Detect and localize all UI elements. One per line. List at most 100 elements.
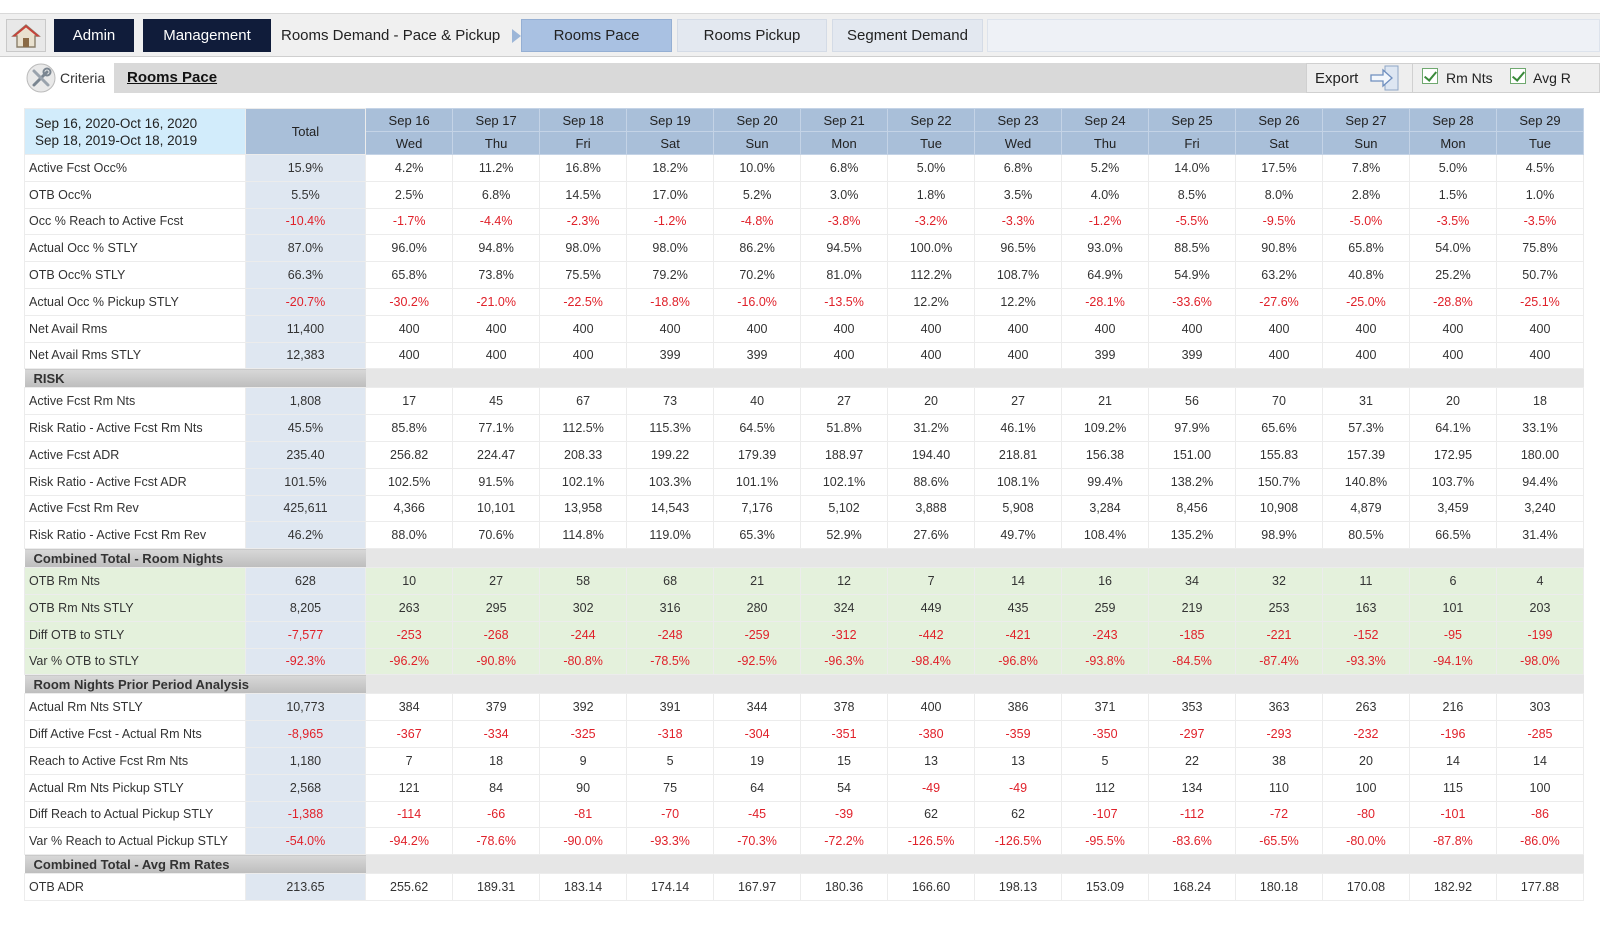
cell-value: 100: [1495, 773, 1585, 802]
admin-menu[interactable]: Admin: [54, 19, 134, 52]
row-label: Active Fcst ADR: [24, 440, 246, 469]
cell-value: -4.4%: [452, 207, 541, 236]
cell-value: -1.2%: [1061, 207, 1150, 236]
cell-value: 400: [365, 341, 454, 370]
section-header: Combined Total - Room Nights: [24, 548, 1584, 568]
row-total: 1,180: [244, 746, 367, 775]
cell-value: -9.5%: [1235, 207, 1323, 236]
cell-value: 49.7%: [974, 521, 1063, 550]
tab-rooms-pickup[interactable]: Rooms Pickup: [677, 19, 827, 52]
cell-value: 5.2%: [713, 180, 802, 209]
day-of-week-header: Thu: [452, 131, 541, 155]
cell-value: 203: [1495, 593, 1585, 622]
cell-value: 65.3%: [713, 521, 802, 550]
cell-value: -248: [626, 620, 715, 649]
cell-value: 324: [800, 593, 889, 622]
cell-value: 33.1%: [1495, 414, 1585, 442]
row-label: OTB Rm Nts STLY: [24, 593, 246, 622]
cell-value: 1.5%: [1408, 180, 1497, 209]
cell-value: -334: [452, 720, 541, 748]
cell-value: 11: [1321, 567, 1410, 595]
cell-value: 199.22: [626, 440, 715, 469]
cell-value: 57.3%: [1321, 414, 1410, 442]
cell-value: 4,879: [1321, 494, 1410, 523]
home-button[interactable]: [6, 19, 46, 52]
cell-value: 3,240: [1495, 494, 1585, 523]
cell-value: 1.8%: [887, 180, 976, 209]
row-label: Actual Occ % STLY: [24, 234, 246, 263]
cell-value: 108.4%: [1061, 521, 1150, 550]
cell-value: -185: [1148, 620, 1236, 649]
table-row: Risk Ratio - Active Fcst Rm Rev 46.2% 88.0…: [24, 521, 1585, 550]
cell-value: 198.13: [974, 873, 1063, 901]
tab-rooms-pace[interactable]: Rooms Pace: [521, 19, 672, 52]
cell-value: 10,908: [1235, 494, 1323, 523]
cell-value: 1.0%: [1495, 180, 1585, 209]
cell-value: 399: [713, 341, 802, 370]
cell-value: 25.2%: [1408, 261, 1497, 289]
cell-value: 68: [626, 567, 715, 595]
cell-value: -16.0%: [713, 287, 802, 316]
cell-value: 7,176: [713, 494, 802, 523]
cell-value: 22: [1148, 746, 1236, 775]
export-icon[interactable]: [1368, 62, 1400, 94]
date-header: Sep 27: [1321, 108, 1410, 132]
row-total: 235.40: [244, 440, 367, 469]
tab-segment-demand[interactable]: Segment Demand: [832, 19, 983, 52]
row-total: 10,773: [244, 693, 367, 722]
cell-value: 101.1%: [713, 467, 802, 496]
cell-value: 3,888: [887, 494, 976, 523]
cell-value: 391: [626, 693, 715, 722]
cell-value: 65.8%: [365, 261, 454, 289]
cell-value: 54.9%: [1148, 261, 1236, 289]
cell-value: -80.0%: [1321, 827, 1410, 856]
section-header: Combined Total - Avg Rm Rates: [24, 854, 1584, 874]
rm-nts-checkbox[interactable]: [1422, 68, 1438, 84]
criteria-tools-icon[interactable]: [26, 63, 56, 93]
cell-value: 27: [800, 387, 889, 416]
row-total: 1,808: [244, 387, 367, 416]
criteria-label[interactable]: Criteria: [60, 70, 106, 86]
cell-value: 18.2%: [626, 154, 715, 182]
cell-value: -86.0%: [1495, 827, 1585, 856]
nav-fill: [987, 19, 1600, 52]
cell-value: -318: [626, 720, 715, 748]
cell-value: 14.5%: [539, 180, 628, 209]
date-header: Sep 29: [1495, 108, 1585, 132]
cell-value: -3.8%: [800, 207, 889, 236]
cell-value: 5,102: [800, 494, 889, 523]
cell-value: 64.5%: [713, 414, 802, 442]
cell-value: 400: [1495, 341, 1585, 370]
cell-value: 58: [539, 567, 628, 595]
row-label: Occ % Reach to Active Fcst: [24, 207, 246, 236]
cell-value: -3.3%: [974, 207, 1063, 236]
cell-value: 303: [1495, 693, 1585, 722]
export-label[interactable]: Export: [1315, 70, 1359, 87]
management-menu[interactable]: Management: [143, 19, 271, 52]
avg-rate-checkbox[interactable]: [1510, 68, 1526, 84]
row-total: 45.5%: [244, 414, 367, 442]
cell-value: -66: [452, 800, 541, 829]
cell-value: -93.8%: [1061, 647, 1150, 676]
day-of-week-header: Sat: [626, 131, 715, 155]
cell-value: -94.1%: [1408, 647, 1497, 676]
row-total: -20.7%: [244, 287, 367, 316]
section-title: RISK: [24, 368, 366, 388]
cell-value: 5.0%: [1408, 154, 1497, 182]
cell-value: -81: [539, 800, 628, 829]
day-of-week-header: Thu: [1061, 131, 1150, 155]
table-row: Net Avail Rms STLY 12,383 400 400 400 399 399 4…: [24, 341, 1585, 370]
cell-value: -80.8%: [539, 647, 628, 676]
cell-value: 98.9%: [1235, 521, 1323, 550]
rooms-pace-table: Sep 16, 2020-Oct 16, 2020 Sep 18, 2019-O…: [24, 108, 1585, 901]
cell-value: 31.2%: [887, 414, 976, 442]
cell-value: -297: [1148, 720, 1236, 748]
row-total: 11,400: [244, 314, 367, 343]
section-title: Combined Total - Room Nights: [24, 548, 366, 568]
cell-value: 400: [1235, 314, 1323, 343]
row-label: Risk Ratio - Active Fcst Rm Rev: [24, 521, 246, 550]
cell-value: 98.0%: [539, 234, 628, 263]
cell-value: -4.8%: [713, 207, 802, 236]
cell-value: 399: [626, 341, 715, 370]
cell-value: 70.6%: [452, 521, 541, 550]
